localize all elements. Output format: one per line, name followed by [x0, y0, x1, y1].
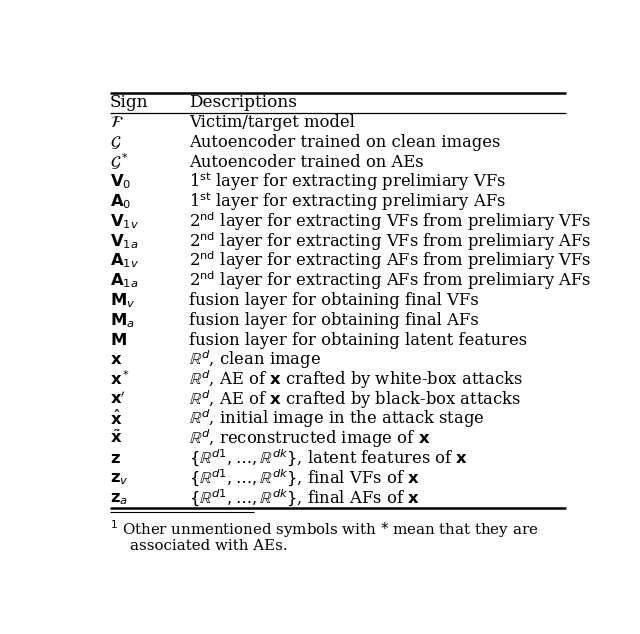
Text: $\mathbf{z}_v$: $\mathbf{z}_v$ [110, 470, 129, 487]
Text: $\mathbf{M}$: $\mathbf{M}$ [110, 332, 127, 349]
Text: $^{1}$ Other unmentioned symbols with $*$ mean that they are: $^{1}$ Other unmentioned symbols with $*… [110, 518, 538, 540]
Text: fusion layer for obtaining latent features: fusion layer for obtaining latent featur… [189, 332, 527, 349]
Text: $\mathbf{x}'$: $\mathbf{x}'$ [110, 391, 125, 408]
Text: Autoencoder trained on clean images: Autoencoder trained on clean images [189, 134, 500, 151]
Text: $\mathbb{R}^d$, reconstructed image of $\mathbf{x}$: $\mathbb{R}^d$, reconstructed image of $… [189, 427, 431, 450]
Text: $\mathbf{M}_a$: $\mathbf{M}_a$ [110, 311, 134, 330]
Text: $\mathcal{G}^*$: $\mathcal{G}^*$ [110, 152, 129, 172]
Text: $\mathbf{z}_a$: $\mathbf{z}_a$ [110, 489, 128, 507]
Text: $\mathbf{x}^*$: $\mathbf{x}^*$ [110, 370, 130, 389]
Text: 1$^{\mathrm{st}}$ layer for extracting prelimiary AFs: 1$^{\mathrm{st}}$ layer for extracting p… [189, 190, 506, 213]
Text: $\mathbf{x}$: $\mathbf{x}$ [110, 351, 122, 368]
Text: $\hat{\mathbf{x}}$: $\hat{\mathbf{x}}$ [110, 410, 122, 429]
Text: $\mathcal{F}$: $\mathcal{F}$ [110, 114, 124, 131]
Text: $\{\mathbb{R}^{d1},\ldots,\mathbb{R}^{dk}\}$, final VFs of $\mathbf{x}$: $\{\mathbb{R}^{d1},\ldots,\mathbb{R}^{dk… [189, 468, 420, 489]
Text: $\mathbb{R}^d$, AE of $\mathbf{x}$ crafted by black-box attacks: $\mathbb{R}^d$, AE of $\mathbf{x}$ craft… [189, 388, 522, 411]
Text: $\mathbf{A}_{1a}$: $\mathbf{A}_{1a}$ [110, 271, 138, 290]
Text: $\mathbf{V}_{1v}$: $\mathbf{V}_{1v}$ [110, 212, 139, 231]
Text: fusion layer for obtaining final AFs: fusion layer for obtaining final AFs [189, 312, 479, 329]
Text: Sign: Sign [110, 94, 148, 112]
Text: $\{\mathbb{R}^{d1},\ldots,\mathbb{R}^{dk}\}$, final AFs of $\mathbf{x}$: $\{\mathbb{R}^{d1},\ldots,\mathbb{R}^{dk… [189, 488, 420, 509]
Text: 2$^{\mathrm{nd}}$ layer for extracting AFs from prelimiary AFs: 2$^{\mathrm{nd}}$ layer for extracting A… [189, 269, 591, 292]
Text: $\mathbf{A}_{1v}$: $\mathbf{A}_{1v}$ [110, 252, 139, 270]
Text: fusion layer for obtaining final VFs: fusion layer for obtaining final VFs [189, 292, 479, 309]
Text: $\mathbf{V}_{1a}$: $\mathbf{V}_{1a}$ [110, 232, 138, 250]
Text: $\mathbb{R}^d$, AE of $\mathbf{x}$ crafted by white-box attacks: $\mathbb{R}^d$, AE of $\mathbf{x}$ craft… [189, 368, 523, 391]
Text: $\mathcal{G}$: $\mathcal{G}$ [110, 134, 121, 151]
Text: $\mathbf{M}_v$: $\mathbf{M}_v$ [110, 291, 135, 310]
Text: $\tilde{\mathbf{x}}$: $\tilde{\mathbf{x}}$ [110, 430, 122, 448]
Text: Autoencoder trained on AEs: Autoencoder trained on AEs [189, 153, 424, 171]
Text: Victim/target model: Victim/target model [189, 114, 355, 131]
Text: associated with AEs.: associated with AEs. [129, 539, 287, 553]
Text: 1$^{\mathrm{st}}$ layer for extracting prelimiary VFs: 1$^{\mathrm{st}}$ layer for extracting p… [189, 171, 506, 193]
Text: $\mathbf{z}$: $\mathbf{z}$ [110, 450, 120, 467]
Text: 2$^{\mathrm{nd}}$ layer for extracting VFs from prelimiary VFs: 2$^{\mathrm{nd}}$ layer for extracting V… [189, 210, 591, 233]
Text: 2$^{\mathrm{nd}}$ layer for extracting VFs from prelimiary AFs: 2$^{\mathrm{nd}}$ layer for extracting V… [189, 230, 591, 252]
Text: $\mathbf{V}_0$: $\mathbf{V}_0$ [110, 172, 131, 191]
Text: $\mathbb{R}^d$, clean image: $\mathbb{R}^d$, clean image [189, 349, 321, 371]
Text: $\mathbf{A}_0$: $\mathbf{A}_0$ [110, 192, 131, 211]
Text: Descriptions: Descriptions [189, 94, 297, 112]
Text: $\mathbb{R}^d$, initial image in the attack stage: $\mathbb{R}^d$, initial image in the att… [189, 408, 484, 430]
Text: 2$^{\mathrm{nd}}$ layer for extracting AFs from prelimiary VFs: 2$^{\mathrm{nd}}$ layer for extracting A… [189, 250, 591, 273]
Text: $\{\mathbb{R}^{d1},\ldots,\mathbb{R}^{dk}\}$, latent features of $\mathbf{x}$: $\{\mathbb{R}^{d1},\ldots,\mathbb{R}^{dk… [189, 448, 468, 469]
